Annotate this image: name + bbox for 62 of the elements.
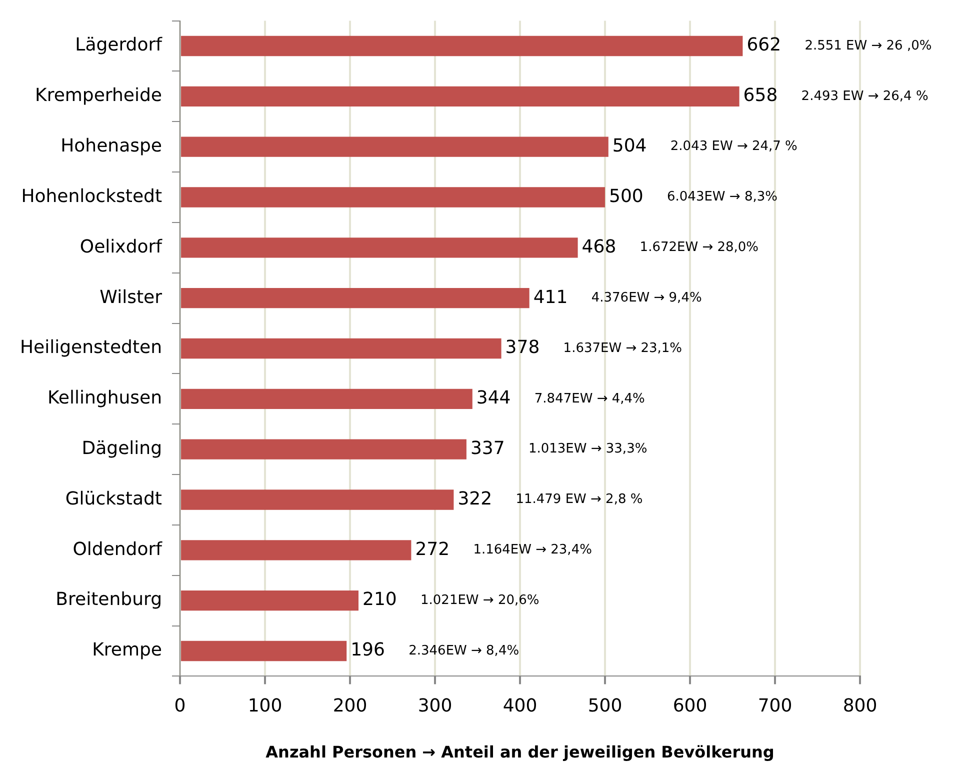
annotation: 1.021EW → 20,6% xyxy=(420,592,540,608)
annotation: 2.043 EW → 24,7 % xyxy=(670,139,798,154)
bar xyxy=(180,86,740,107)
annotation: 1.013EW → 33,3% xyxy=(528,442,648,457)
y-tick-label: Hohenaspe xyxy=(60,136,162,157)
data-label: 378 xyxy=(505,337,540,358)
y-tick-label: Dägeling xyxy=(82,438,162,460)
data-label: 337 xyxy=(470,438,505,460)
annotation: 1.637EW → 23,1% xyxy=(563,340,682,356)
x-tick-label: 700 xyxy=(758,696,792,717)
x-tick-label: 300 xyxy=(418,696,452,717)
annotation: 1.164EW → 23,4% xyxy=(473,542,592,558)
data-label: 210 xyxy=(362,589,397,610)
bar xyxy=(180,36,743,56)
y-tick-label: Oelixdorf xyxy=(80,236,163,258)
x-tick-label: 800 xyxy=(842,696,878,717)
bar xyxy=(180,640,347,662)
data-label: 272 xyxy=(415,538,450,560)
data-label: 662 xyxy=(746,34,782,56)
x-axis-title: Anzahl Personen → Anteil an der jeweiligen Bevölkerung xyxy=(266,742,774,762)
bar xyxy=(180,540,412,560)
bar xyxy=(180,136,608,157)
x-tick-label: 500 xyxy=(588,696,622,717)
y-tick-label: Glückstadt xyxy=(65,488,162,510)
y-tick-label: Kellinghusen xyxy=(47,388,162,409)
x-tick-label: 600 xyxy=(672,696,708,717)
y-tick-label: Hohenlockstedt xyxy=(21,186,162,207)
x-tick-label: 400 xyxy=(502,696,538,717)
data-label: 196 xyxy=(350,640,385,661)
data-label: 411 xyxy=(533,286,568,308)
annotation: 11.479 EW → 2,8 % xyxy=(516,492,643,508)
y-tick-label: Oldendorf xyxy=(72,538,163,560)
annotation: 7.847EW → 4,4% xyxy=(534,391,645,406)
annotation: 6.043EW → 8,3% xyxy=(667,190,778,205)
bar xyxy=(180,590,358,611)
bar xyxy=(180,288,530,308)
data-label: 500 xyxy=(609,186,644,207)
annotation: 1.672EW → 28,0% xyxy=(640,240,759,256)
data-label: 468 xyxy=(582,236,616,258)
y-tick-label: Wilster xyxy=(100,286,163,308)
annotation: 2.493 EW → 26,4 % xyxy=(801,88,928,104)
bar xyxy=(180,187,605,208)
y-tick-label: Breitenburg xyxy=(56,589,162,610)
x-tick-label: 200 xyxy=(332,696,368,717)
bar xyxy=(180,388,472,409)
bar xyxy=(180,238,578,258)
y-tick-label: Heiligenstedten xyxy=(20,337,162,358)
data-label: 322 xyxy=(458,488,492,510)
data-label: 504 xyxy=(612,136,647,157)
data-label: 658 xyxy=(743,85,778,106)
x-tick-label: 100 xyxy=(248,696,282,717)
annotation: 2.346EW → 8,4% xyxy=(408,643,520,658)
annotation: 2.551 EW → 26 ,0% xyxy=(804,38,932,54)
y-tick-label: Krempe xyxy=(92,640,162,661)
y-tick-label: Kremperheide xyxy=(35,85,162,106)
annotation: 4.376EW → 9,4% xyxy=(591,290,702,306)
y-tick-label: Lägerdorf xyxy=(75,34,163,56)
bar xyxy=(180,490,454,510)
x-tick-label: 0 xyxy=(174,696,186,717)
data-label: 344 xyxy=(476,388,511,409)
bar xyxy=(180,439,466,460)
bar xyxy=(180,338,502,359)
